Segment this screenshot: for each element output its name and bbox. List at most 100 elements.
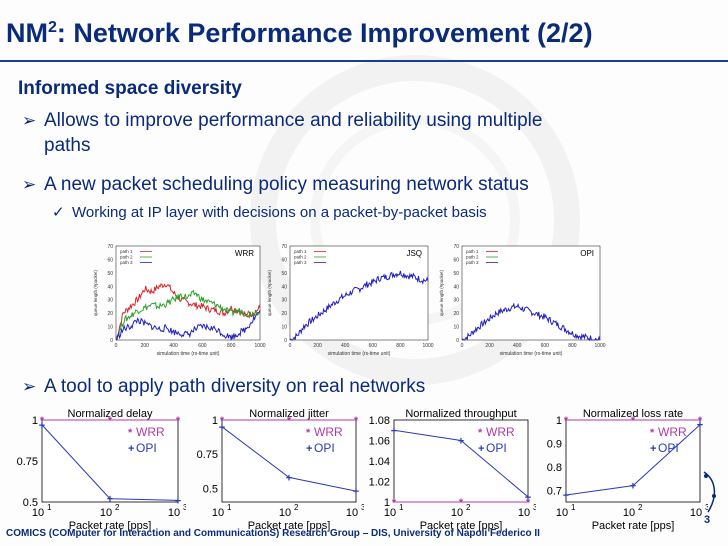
y-tick-label: 0.75 [197,449,218,461]
x-tick-label: 10 [346,507,358,519]
data-point-opi: + [630,481,636,493]
legend-label: WRR [314,425,343,439]
x-tick-exponent: 3 [361,503,364,512]
x-tick-label: 200 [141,343,150,349]
x-tick-label: 400 [169,343,178,349]
x-tick-label: 10 [384,507,396,519]
data-point-wrr: * [176,415,181,427]
x-tick-label: 10 [690,507,702,519]
data-point-opi: + [219,422,225,434]
plot-frame [221,419,357,503]
plot-frame [289,245,429,341]
chart-opi-queue: 0 10 20 30 40 50 60 70 0 200 400 600 800 1000 simulati… [439,244,606,357]
series-line-path-3 [461,302,601,342]
chart-title: Normalized throughput [405,408,516,420]
x-tick-label: 200 [313,343,322,349]
chart-title: Normalized jitter [249,408,329,420]
y-tick-label: 1 [556,415,562,427]
data-point-wrr: * [631,415,636,427]
y-tick-label: 1 [212,415,218,427]
y-tick-label: 1 [32,415,38,427]
data-point-opi: + [458,436,464,448]
legend-marker: * [306,427,311,439]
data-point-opi: + [697,420,703,432]
chart-title: Normalized loss rate [583,408,683,420]
x-tick-label: 800 [568,343,577,349]
data-point-opi: + [525,492,531,504]
x-tick-exponent: 2 [294,503,299,512]
legend-label: WRR [136,425,165,439]
y-tick-label: 30 [107,298,113,304]
x-tick-exponent: 2 [466,503,471,512]
legend-label: WRR [658,425,687,439]
data-point-wrr: * [564,415,569,427]
legend-label: path 3 [120,260,133,265]
y-tick-label: 20 [281,311,287,317]
data-point-opi: + [107,494,113,506]
page-number: 3 [704,514,711,526]
legend-label: OPI [486,441,507,455]
title-divider [0,60,728,62]
data-point-wrr: * [392,497,397,509]
x-axis-label: Packet rate [pps] [592,520,675,532]
legend-marker: * [478,427,483,439]
x-tick-label: 0 [289,343,292,349]
x-tick-label: 10 [556,507,568,519]
chart-title: Normalized delay [68,408,153,420]
bullet-2: ➢ A new packet scheduling policy measurin… [22,174,529,195]
y-axis-label: queue length (#packet) [267,269,272,316]
decorative-ornament-icon [703,471,716,513]
legend-label: OPI [314,441,335,455]
y-tick-label: 30 [453,298,459,304]
y-tick-label: 0.5 [203,483,218,495]
x-tick-label: 0 [115,343,118,349]
x-tick-exponent: 3 [183,503,186,512]
y-tick-label: 40 [281,284,287,290]
chart-jsq-queue: 0 10 20 30 40 50 60 70 0 200 400 600 800 1000 simulati… [267,244,434,357]
y-tick-label: 0.75 [17,456,38,468]
x-tick-label: 0 [461,343,464,349]
y-tick-label: 30 [281,298,287,304]
x-tick-exponent: 1 [571,503,576,512]
x-tick-exponent: 1 [47,503,52,512]
legend-label: OPI [658,441,679,455]
x-tick-label: 10 [212,507,224,519]
series-line-path-3 [289,270,429,341]
legend-marker: + [650,443,656,455]
plot-frame [115,245,261,341]
y-tick-label: 60 [107,257,113,263]
legend-label: path 3 [294,260,307,265]
x-tick-label: 10 [279,507,291,519]
legend-marker: + [478,443,484,455]
x-tick-label: 1000 [594,343,605,349]
chart-wrr-queue: 0 10 20 30 40 50 60 70 0 200 400 600 800 1000 simulati… [93,244,266,357]
legend-label: OPI [136,441,157,455]
y-axis-label: queue length (#packet) [439,269,444,316]
y-tick-label: 1.04 [369,456,390,468]
data-point-wrr: * [698,415,703,427]
bullet-3: ➢ A tool to apply path diversity on real … [22,376,426,397]
y-axis-label: queue length (#packet) [93,269,98,316]
x-tick-label: 200 [485,343,494,349]
data-point-wrr: * [354,415,359,427]
data-point-opi: + [563,490,569,502]
x-tick-exponent: 3 [533,503,536,512]
x-tick-exponent: 1 [227,503,232,512]
data-point-opi: + [353,486,359,498]
arrow-bullet-icon: ➢ [22,377,37,396]
legend-label: path 2 [294,255,307,260]
x-tick-label: 1000 [422,343,433,349]
series-line-opi [565,424,701,496]
x-tick-label: 400 [341,343,350,349]
x-tick-label: 10 [100,507,112,519]
subheading: Informed space diversity [18,78,242,99]
y-tick-label: 20 [107,311,113,317]
bullet-1: ➢ Allows to improve performance and relia… [22,110,543,156]
legend-label: path 3 [466,260,479,265]
y-tick-label: 60 [281,257,287,263]
data-point-wrr: * [459,497,464,509]
sub-bullet: ✓ Working at IP layer with decisions on a… [52,204,487,221]
